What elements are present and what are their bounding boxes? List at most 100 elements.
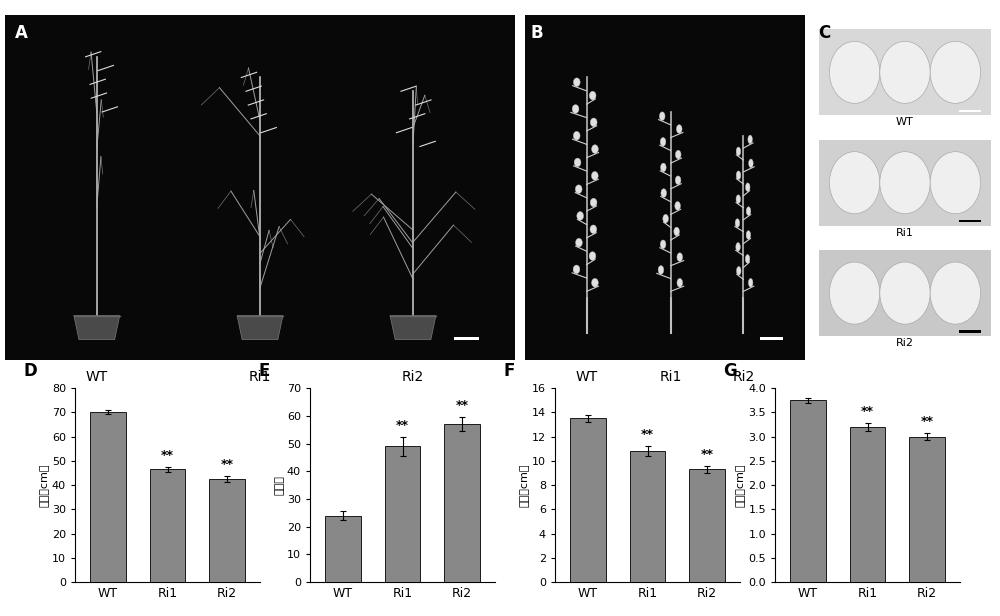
Text: G: G [723,362,737,380]
Y-axis label: 分蘑数: 分蘑数 [274,475,284,495]
Bar [850,427,885,582]
Ellipse shape [930,262,981,324]
Ellipse shape [659,112,665,121]
Text: Ri2: Ri2 [896,338,914,348]
Ellipse shape [829,41,880,103]
Text: Ri1: Ri1 [659,370,682,384]
Ellipse shape [574,158,581,167]
Bar [819,250,991,336]
Text: **: ** [921,415,934,428]
Ellipse shape [590,225,597,233]
Ellipse shape [829,262,880,324]
Bar [150,469,185,582]
Text: E: E [258,362,270,380]
Text: WT: WT [86,370,108,384]
Text: **: ** [861,405,874,418]
Bar [454,337,479,339]
Ellipse shape [676,124,682,133]
Text: D: D [23,362,37,380]
Ellipse shape [930,152,981,214]
Bar [385,446,420,582]
Ellipse shape [663,214,668,223]
Ellipse shape [677,278,683,287]
Bar [90,412,126,582]
Ellipse shape [745,254,750,263]
Ellipse shape [591,171,598,180]
Y-axis label: 穂长（cm）: 穂长（cm） [519,463,529,507]
Bar [689,469,725,582]
Ellipse shape [675,176,681,185]
Text: **: ** [701,448,714,461]
Y-axis label: 株高（cm）: 株高（cm） [39,463,49,507]
Ellipse shape [736,147,741,156]
Ellipse shape [575,185,582,193]
Ellipse shape [674,227,679,236]
Bar [209,479,245,582]
Ellipse shape [748,278,753,287]
Ellipse shape [590,118,597,127]
Text: F: F [503,362,515,380]
Bar [444,424,480,582]
Polygon shape [237,315,283,339]
Y-axis label: 粒宽（cm）: 粒宽（cm） [735,463,745,507]
Text: Ri2: Ri2 [402,370,424,384]
Ellipse shape [736,195,741,203]
Ellipse shape [880,262,930,324]
Bar [959,330,981,333]
Bar [760,337,783,339]
Bar [570,418,606,582]
Text: **: ** [396,419,409,432]
Text: **: ** [221,458,234,471]
Text: WT: WT [896,117,914,127]
Ellipse shape [735,219,740,227]
Text: Ri2: Ri2 [732,370,755,384]
Ellipse shape [661,163,666,172]
Bar [630,451,665,582]
Bar [790,400,826,582]
Ellipse shape [748,135,752,144]
Bar [325,516,361,582]
Ellipse shape [675,150,681,159]
Text: **: ** [456,399,469,412]
Text: B: B [531,24,543,42]
Ellipse shape [589,252,596,261]
Bar [959,220,981,222]
Bar [909,437,945,582]
Ellipse shape [572,105,579,113]
Ellipse shape [880,152,930,214]
Text: **: ** [641,429,654,442]
Bar [819,29,991,115]
Text: C: C [819,24,831,42]
Text: WT: WT [575,370,598,384]
Ellipse shape [880,41,930,103]
Ellipse shape [592,145,598,153]
Ellipse shape [576,238,582,247]
Ellipse shape [829,152,880,214]
Text: Ri1: Ri1 [896,227,914,238]
Ellipse shape [661,188,667,197]
Ellipse shape [573,265,580,274]
Ellipse shape [736,243,740,251]
Ellipse shape [589,91,596,100]
Ellipse shape [677,253,683,261]
Ellipse shape [675,201,680,210]
Text: **: ** [161,449,174,462]
Bar [959,110,981,112]
Text: A: A [15,24,28,42]
Ellipse shape [592,278,598,287]
Bar [819,140,991,226]
Ellipse shape [577,211,584,221]
Ellipse shape [746,230,751,239]
Polygon shape [74,315,120,339]
Ellipse shape [930,41,981,103]
Ellipse shape [737,267,741,275]
Ellipse shape [660,137,666,146]
Text: Ri1: Ri1 [249,370,271,384]
Polygon shape [390,315,436,339]
Ellipse shape [658,265,664,274]
Ellipse shape [590,198,597,207]
Ellipse shape [736,171,741,180]
Ellipse shape [573,131,580,140]
Ellipse shape [660,240,666,249]
Ellipse shape [746,183,750,192]
